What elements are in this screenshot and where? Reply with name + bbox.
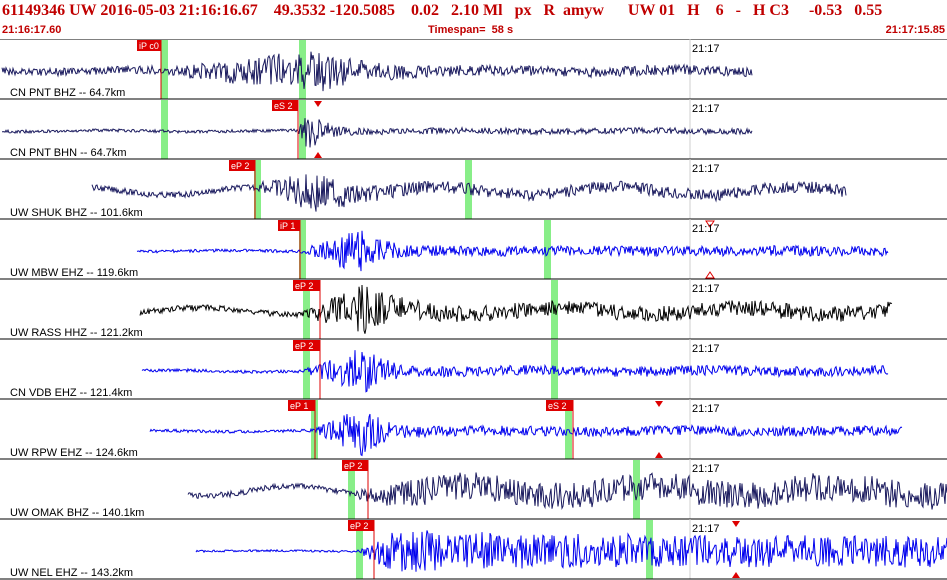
red-triangle-icon	[314, 101, 322, 107]
time-axis-summary: 21:16:17.60 Timespan= 58 s 21:17:15.85	[0, 24, 947, 38]
red-triangle-icon	[655, 401, 663, 407]
pick-label: eP 2	[295, 341, 313, 351]
seismic-trace	[149, 413, 903, 457]
channel-row[interactable]: eS 2 21:17 CN PNT BHN -- 64.7km	[0, 98, 947, 159]
analysis-window-band	[303, 280, 310, 339]
minute-tick-label: 21:17	[692, 523, 720, 535]
analysis-window-band	[161, 100, 168, 159]
seismic-trace	[91, 174, 847, 212]
analysis-window-band	[465, 160, 472, 219]
event-summary-title: 61149346 UW 2016-05-03 21:16:16.67 49.35…	[2, 2, 883, 19]
red-triangle-icon	[732, 521, 740, 527]
channel-label: CN PNT BHZ -- 64.7km	[10, 87, 125, 99]
pick-label-box	[137, 40, 161, 51]
channel-label: CN PNT BHN -- 64.7km	[10, 147, 127, 159]
channel-label: UW MBW EHZ -- 119.6km	[10, 267, 138, 279]
pick-label-box	[278, 220, 300, 231]
seismic-trace	[195, 530, 947, 572]
pick-label: eP 1	[290, 401, 308, 411]
channel-label: UW SHUK BHZ -- 101.6km	[10, 207, 143, 219]
window-end-time: 21:17:15.85	[885, 24, 945, 36]
phase-pick[interactable]: iP 1	[278, 220, 301, 279]
phase-pick[interactable]: eP 2	[342, 460, 369, 519]
channel-label: UW RASS HHZ -- 121.2km	[10, 327, 143, 339]
minute-tick-label: 21:17	[692, 343, 720, 355]
red-triangle-icon	[314, 152, 322, 158]
pick-label: iP 1	[280, 221, 295, 231]
phase-pick[interactable]: eS 2	[272, 100, 299, 159]
pick-label: eP 2	[344, 461, 362, 471]
pick-label-box	[546, 400, 573, 411]
analysis-window-band	[646, 520, 653, 579]
pick-label-box	[342, 460, 368, 471]
channel-row[interactable]: eP 2 21:17 UW RASS HHZ -- 121.2km	[0, 278, 947, 339]
channel-row[interactable]: eP 2 21:17 CN VDB EHZ -- 121.4km	[0, 338, 947, 399]
pick-label-box	[272, 100, 298, 111]
channel-row[interactable]: iP c0 21:17 CN PNT BHZ -- 64.7km	[0, 39, 947, 99]
window-start-time: 21:16:17.60	[2, 24, 62, 36]
phase-pick[interactable]: eS 2	[546, 400, 574, 459]
analysis-window-band	[299, 220, 306, 279]
pick-label-box	[348, 520, 374, 531]
analysis-window-band	[633, 460, 640, 519]
pick-label-box	[293, 280, 320, 291]
minute-tick-label: 21:17	[692, 283, 720, 295]
minute-tick-label: 21:17	[692, 163, 720, 175]
seismic-trace	[136, 230, 889, 272]
pick-label: eP 2	[350, 521, 368, 531]
phase-pick[interactable]: eP 2	[293, 280, 321, 339]
channel-row[interactable]: eP 1 eS 2 21:17 UW RPW EHZ -- 124.6km	[0, 398, 947, 459]
minute-tick-label: 21:17	[692, 223, 720, 235]
analysis-window-band	[356, 520, 363, 579]
pick-label-box	[229, 160, 255, 171]
phase-pick[interactable]: eP 2	[229, 160, 256, 219]
hollow-triangle-icon	[705, 220, 715, 228]
timespan-label: Timespan= 58 s	[428, 24, 514, 36]
phase-pick[interactable]: eP 2	[348, 520, 375, 579]
channel-label: UW RPW EHZ -- 124.6km	[10, 447, 138, 459]
channel-label: UW NEL EHZ -- 143.2km	[10, 567, 133, 579]
minute-tick-label: 21:17	[692, 43, 720, 55]
hollow-triangle-icon	[705, 271, 715, 279]
event-header: 61149346 UW 2016-05-03 21:16:16.67 49.35…	[0, 0, 947, 38]
minute-tick-label: 21:17	[692, 403, 720, 415]
seismic-trace	[187, 472, 947, 511]
seismic-trace	[1, 51, 753, 92]
seismic-trace	[141, 350, 889, 393]
channel-label: UW OMAK BHZ -- 140.1km	[10, 507, 144, 519]
pick-label: iP c0	[139, 41, 159, 51]
minute-tick-label: 21:17	[692, 463, 720, 475]
red-triangle-icon	[732, 572, 740, 578]
channel-row[interactable]: eP 2 21:17 UW OMAK BHZ -- 140.1km	[0, 458, 947, 519]
channel-row[interactable]: eP 2 21:17 UW NEL EHZ -- 143.2km	[0, 518, 947, 579]
phase-pick[interactable]: iP c0	[137, 40, 162, 99]
pick-label-box	[293, 340, 320, 351]
pick-label: eP 2	[231, 161, 249, 171]
phase-pick[interactable]: eP 1	[288, 400, 316, 459]
channel-row[interactable]: iP 1 21:17 UW MBW EHZ -- 119.6km	[0, 218, 947, 279]
analysis-window-band	[348, 460, 355, 519]
pick-label: eS 2	[548, 401, 567, 411]
pick-label: eP 2	[295, 281, 313, 291]
analysis-window-band	[299, 40, 306, 99]
seismic-trace	[2, 118, 753, 148]
pick-label: eS 2	[274, 101, 293, 111]
channel-row[interactable]: eP 2 21:17 UW SHUK BHZ -- 101.6km	[0, 158, 947, 219]
pick-label-box	[288, 400, 315, 411]
phase-pick[interactable]: eP 2	[293, 340, 321, 399]
minute-tick-label: 21:17	[692, 103, 720, 115]
analysis-window-band	[544, 220, 551, 279]
red-triangle-icon	[655, 452, 663, 458]
channel-label: CN VDB EHZ -- 121.4km	[10, 387, 132, 399]
waveform-panel[interactable]: iP c0 21:17 CN PNT BHZ -- 64.7km eS 2 21:17 C…	[0, 39, 947, 580]
seismic-trace	[139, 284, 893, 334]
